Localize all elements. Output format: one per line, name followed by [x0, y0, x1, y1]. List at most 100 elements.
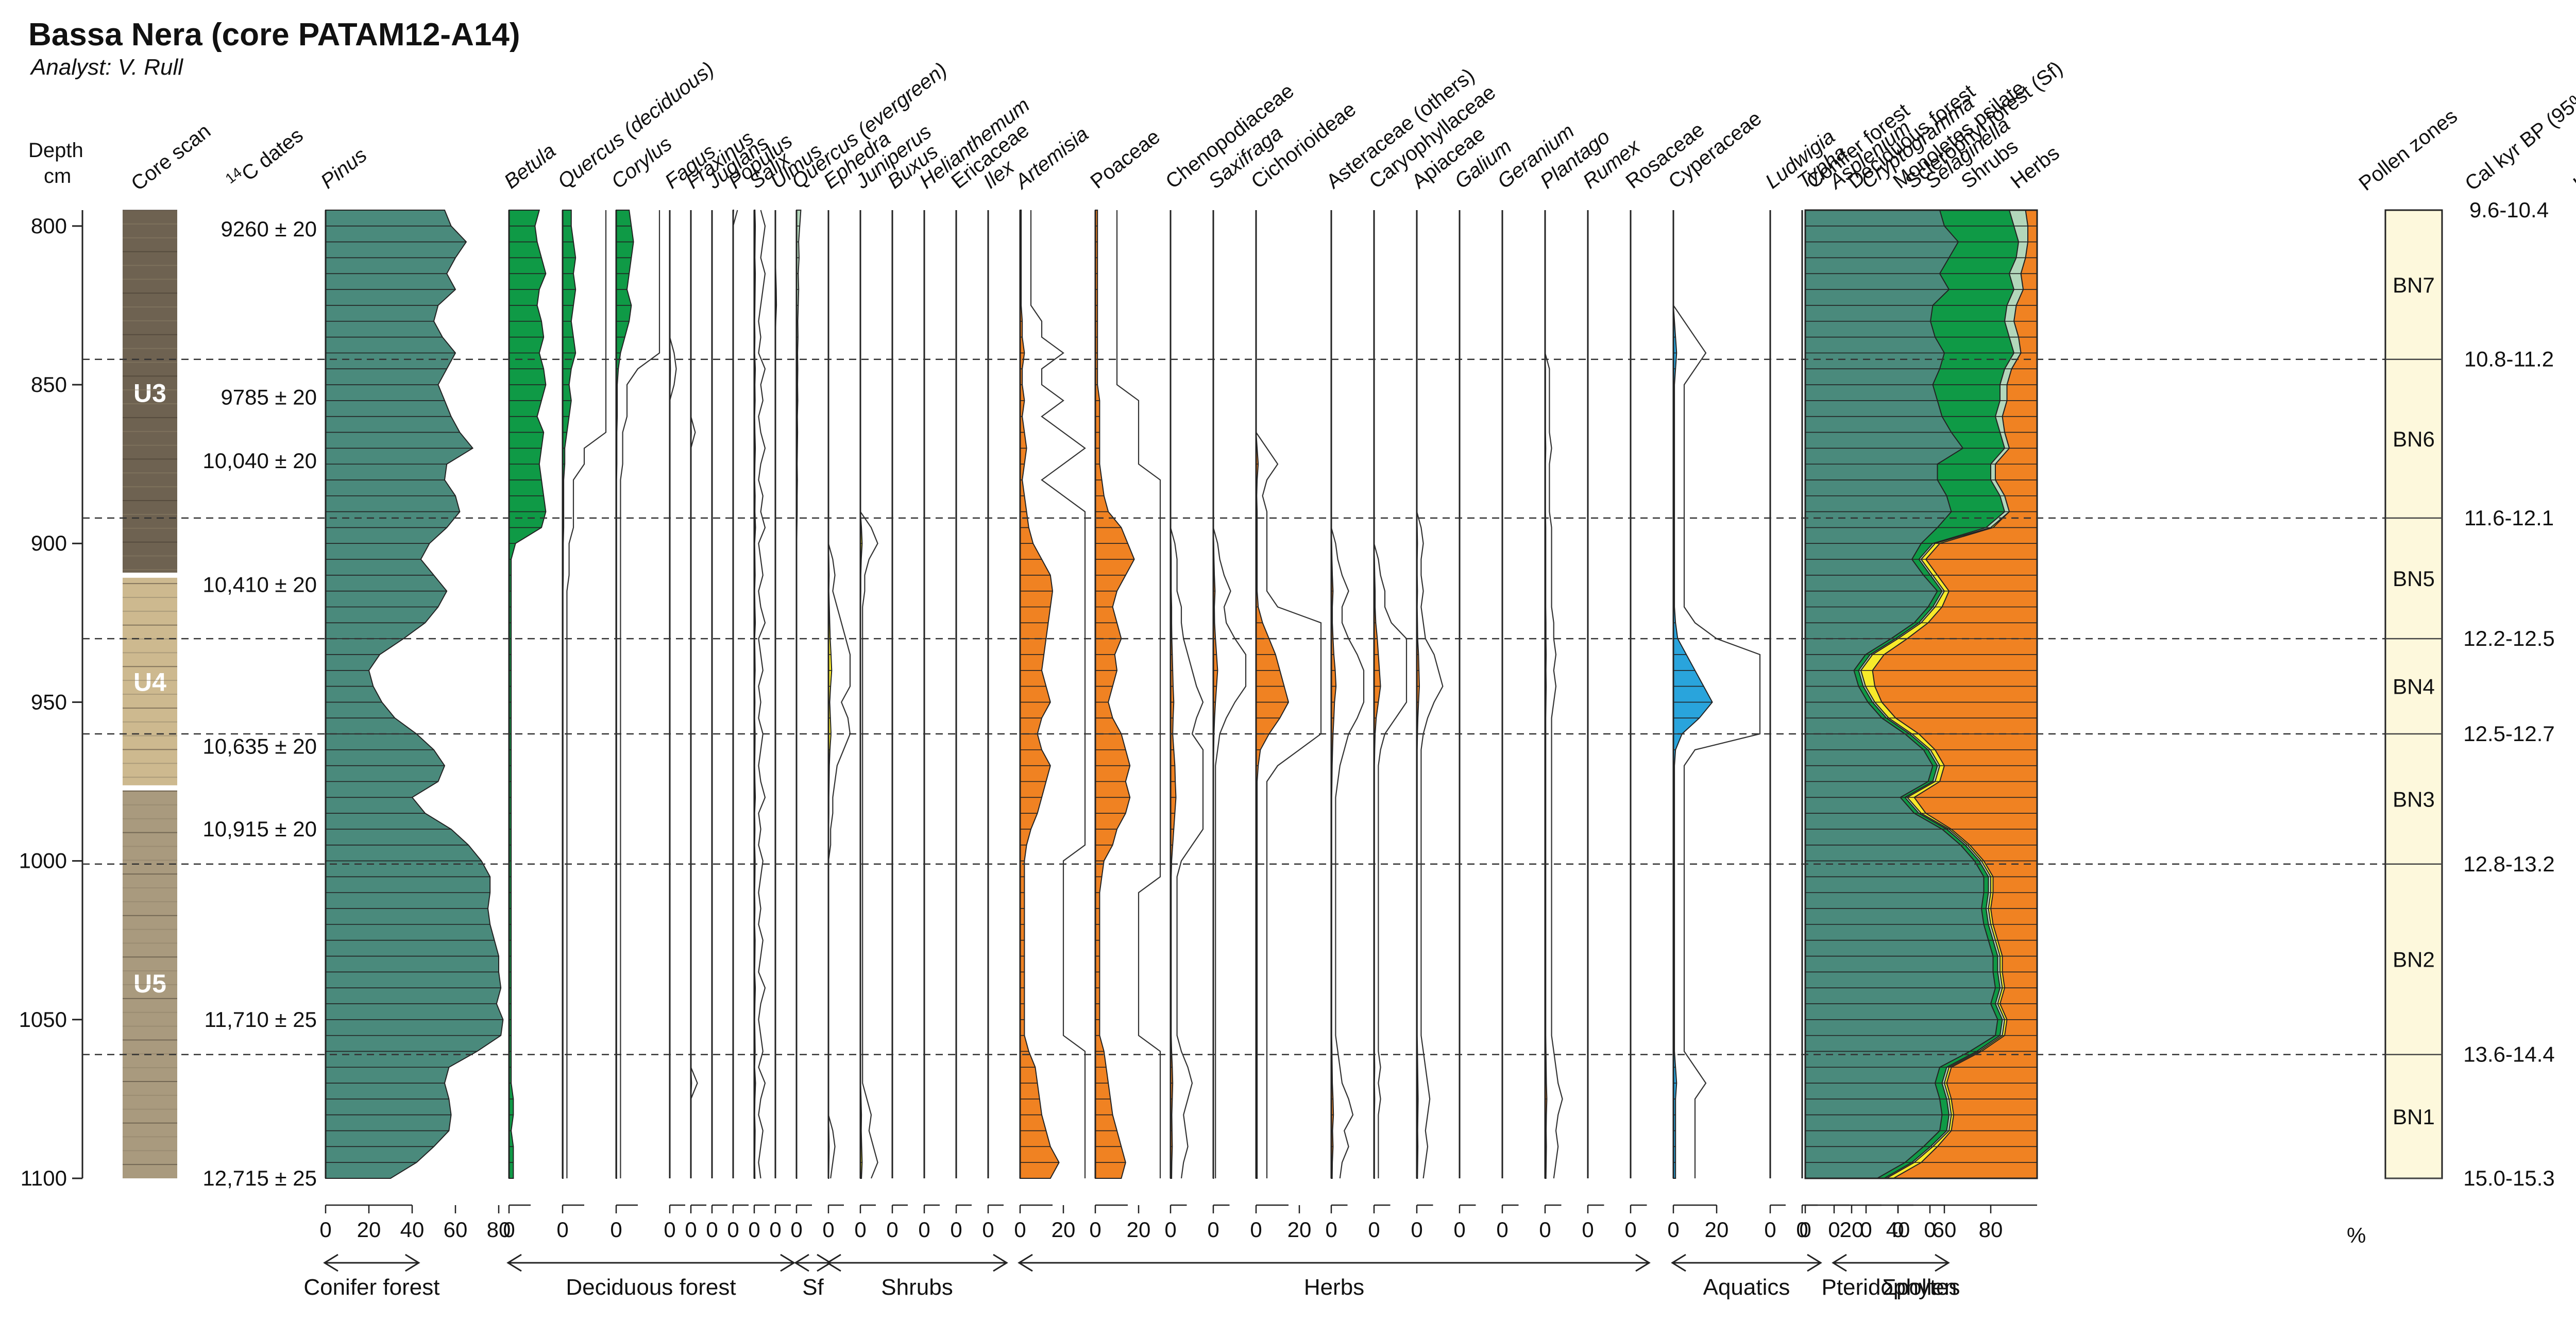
x-tick-label: 20	[1287, 1217, 1312, 1242]
x-tick-label: 0	[982, 1217, 994, 1242]
exaggeration-curve-salix	[758, 210, 766, 1179]
x-tick-label: 0	[1624, 1217, 1636, 1242]
depth-axis: 800 850 900 950 1000 1050 1100	[19, 210, 83, 1190]
core-unit-label: U3	[133, 379, 166, 407]
panel-quercus-deciduous: Quercus (deciduous)0	[553, 58, 718, 1242]
x-tick-label: 0	[918, 1217, 930, 1242]
x-tick-label: 0	[319, 1217, 331, 1242]
group-shrubs-arrow-right	[993, 1254, 1008, 1272]
x-tick-label: 0	[503, 1217, 515, 1242]
taxon-label-poaceae: Poaceae	[1086, 125, 1164, 193]
exaggeration-curve-plantago	[1544, 210, 1563, 1179]
x-tick-label: 0	[1582, 1217, 1594, 1242]
group-aquatics-label: Aquatics	[1703, 1275, 1790, 1300]
radiocarbon-date: 10,915 ± 20	[202, 817, 317, 841]
zone-label-bn3: BN3	[2393, 787, 2435, 811]
silhouette-poaceae	[1095, 210, 1135, 1179]
cal-age-label: 12.8-13.2	[2463, 852, 2554, 876]
x-tick-label: 0	[1325, 1217, 1337, 1242]
silhouette-quercus-deciduous	[562, 210, 577, 1179]
x-tick-label: 20	[1052, 1217, 1076, 1242]
sum-x-tick-label: 80	[1979, 1217, 2003, 1242]
x-tick-label: 0	[950, 1217, 962, 1242]
zone-label-bn4: BN4	[2393, 675, 2435, 699]
intimate-header: INTIMATE	[2569, 119, 2576, 195]
x-tick-label: 0	[822, 1217, 834, 1242]
core-scan-header: Core scan	[127, 119, 215, 195]
x-tick-label: 0	[748, 1217, 760, 1242]
core-unit-u4	[123, 575, 177, 788]
panel-poaceae: Poaceae 0 20	[1086, 125, 1164, 1242]
silhouette-cyperaceae	[1673, 210, 1713, 1179]
silhouette-cichorioideae	[1256, 210, 1290, 1179]
x-tick-label: 0	[1924, 1217, 1936, 1242]
radiocarbon-header: 14C dates	[223, 121, 308, 195]
radiocarbon-date: 9785 ± 20	[221, 385, 317, 409]
x-tick-label: 0	[727, 1217, 739, 1242]
group-sf-label: Sf	[802, 1275, 824, 1300]
exaggeration-curve-ephedra	[827, 210, 851, 1179]
x-tick-label: 0	[854, 1217, 866, 1242]
group-aquatics-arrow-right	[1807, 1254, 1822, 1272]
group-deciduous-forest-arrow-left	[506, 1254, 522, 1272]
panel-asteraceae-others: Asteraceae (others)0	[1322, 64, 1479, 1242]
panel-quercus-evergreen: Quercus (evergreen)0	[787, 58, 951, 1242]
group-shrubs-arrow-left	[826, 1254, 841, 1272]
radiocarbon-date: 10,635 ± 20	[202, 734, 317, 759]
radiocarbon-date: 10,410 ± 20	[202, 572, 317, 596]
x-tick-label: 40	[400, 1217, 425, 1242]
exaggeration-curve-juniperus	[859, 210, 878, 1179]
group-pteridophytes-label: Pteridophytes	[1821, 1275, 1960, 1300]
group-pteridophytes-arrow-left	[1832, 1254, 1847, 1272]
x-tick-label: 20	[1705, 1217, 1729, 1242]
x-tick-label: 0	[1164, 1217, 1176, 1242]
cal-age-label: 15.0-15.3	[2463, 1166, 2554, 1190]
taxon-label-betula: Betula	[500, 140, 560, 194]
pollen-zone-column: BN7 BN6 BN5 BN4 BN3 BN2 BN1	[2384, 209, 2443, 1179]
group-shrubs-label: Shrubs	[881, 1275, 953, 1300]
x-tick-label: 0	[664, 1217, 675, 1242]
group-sum-pollen-label: Σpollen	[1883, 1275, 1957, 1300]
depth-unit: cm	[44, 165, 71, 187]
cal-age-label: 12.2-12.5	[2463, 626, 2554, 650]
cal-age-label: 13.6-14.4	[2463, 1042, 2554, 1067]
x-tick-label: 0	[685, 1217, 697, 1242]
x-tick-label: 0	[1539, 1217, 1551, 1242]
exaggeration-curve-fagus	[669, 210, 677, 1178]
group-deciduous-forest-arrow-right	[780, 1254, 795, 1272]
radiocarbon-label: C dates	[238, 124, 308, 185]
sum-x-tick-label: 0	[1799, 1217, 1811, 1242]
depth-tick-label: 1050	[19, 1007, 67, 1032]
x-tick-label: 80	[487, 1217, 511, 1242]
depth-tick-label: 900	[31, 531, 67, 555]
group-conifer-forest-arrow-left	[323, 1254, 338, 1272]
x-tick-label: 0	[1014, 1217, 1026, 1242]
cal-age-column: 9.6-10.4 10.8-11.2 11.6-12.1 12.2-12.5 12.5-…	[2463, 198, 2554, 1190]
radiocarbon-date: 9260 ± 20	[221, 217, 317, 241]
core-unit-divider	[123, 572, 177, 578]
x-tick-label: 0	[1796, 1217, 1808, 1242]
core-unit-label: U5	[133, 969, 166, 998]
group-conifer-forest-label: Conifer forest	[303, 1275, 439, 1300]
x-tick-label: 0	[1368, 1217, 1380, 1242]
x-tick-label: 0	[1453, 1217, 1465, 1242]
exaggeration-curve-cyperaceae	[1672, 210, 1761, 1178]
x-tick-label: 20	[1127, 1217, 1151, 1242]
x-tick-label: 0	[1892, 1217, 1904, 1242]
panel-pinus: Pinus 0 20 40 60 80	[316, 144, 511, 1242]
group-deciduous-forest-label: Deciduous forest	[566, 1275, 736, 1300]
sum-x-tick-label: 60	[1933, 1217, 1957, 1242]
radiocarbon-dates: 9260 ± 20 9785 ± 20 10,040 ± 20 10,410 ± 20…	[202, 217, 317, 1190]
x-tick-label: 0	[1860, 1217, 1872, 1242]
zone-label-bn5: BN5	[2393, 567, 2435, 591]
